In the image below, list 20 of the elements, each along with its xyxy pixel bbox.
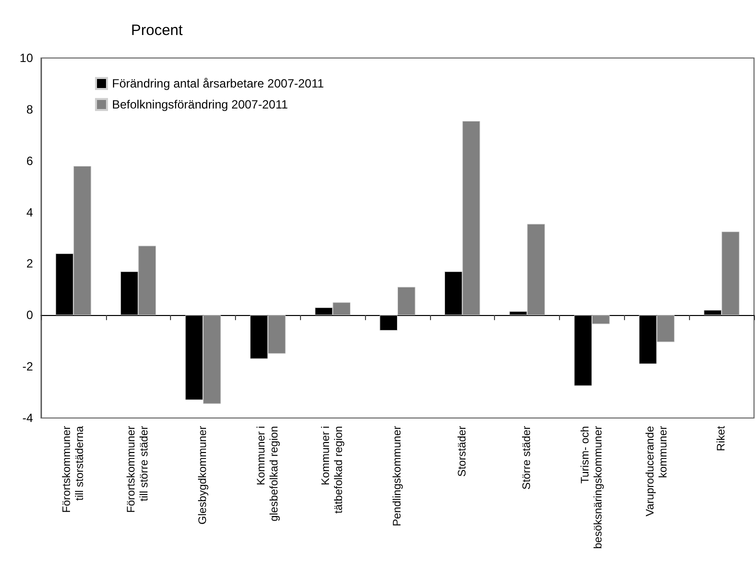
x-tick-label: Riket [716,426,728,452]
x-tick-label: Glesbygdkommuner [197,426,210,524]
y-tick-label: 10 [20,51,34,65]
x-tick-label: Pendlingskommuner [392,426,404,526]
y-tick-label: 4 [26,205,34,220]
bar [398,286,416,316]
x-tick-label: Förortskommuner till storstäderna [60,425,86,513]
y-tick-label: -4 [22,411,34,425]
legend-label: Förändring antal årsarbetare 2007-2011 [112,76,324,90]
x-tick-label: Storstäder [456,426,468,477]
y-tick-label: 0 [26,308,34,322]
y-tick-label: 6 [26,154,34,168]
y-tick-label: -2 [22,360,34,374]
legend-label: Befolkningsförändring 2007-2011 [112,98,288,112]
x-tick-label: Större städer [521,426,534,490]
x-tick-label: Turism- och besöksnäringskommuner [579,426,604,549]
y-axis-title: Procent [131,22,184,39]
y-tick-label: 8 [26,102,34,116]
x-tick-label: Kommuner i glesbefolkad region [255,426,280,522]
y-tick-label: 2 [26,256,34,271]
